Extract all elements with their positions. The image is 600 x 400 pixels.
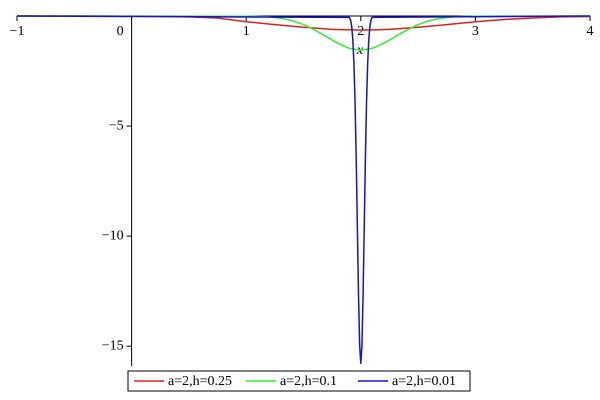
x-tick-label: 2: [357, 24, 364, 39]
legend-box: [127, 370, 471, 392]
x-tick-label: 4: [587, 24, 594, 39]
series-line: [17, 15, 591, 31]
x-tick-label: 1: [243, 24, 250, 39]
series-line: [16, 15, 591, 51]
x-tick-label: −1: [10, 24, 25, 39]
series-line: [16, 15, 591, 364]
x-tick-label: 0: [117, 24, 124, 39]
y-tick-label: −10: [102, 228, 124, 243]
legend-label: a=2,h=0.25: [168, 374, 232, 389]
y-tick-label: −15: [102, 338, 124, 353]
legend-label: a=2,h=0.01: [392, 374, 456, 389]
x-tick-label: 3: [472, 24, 479, 39]
legend-label: a=2,h=0.1: [280, 374, 337, 389]
y-tick-label: −5: [109, 118, 124, 133]
